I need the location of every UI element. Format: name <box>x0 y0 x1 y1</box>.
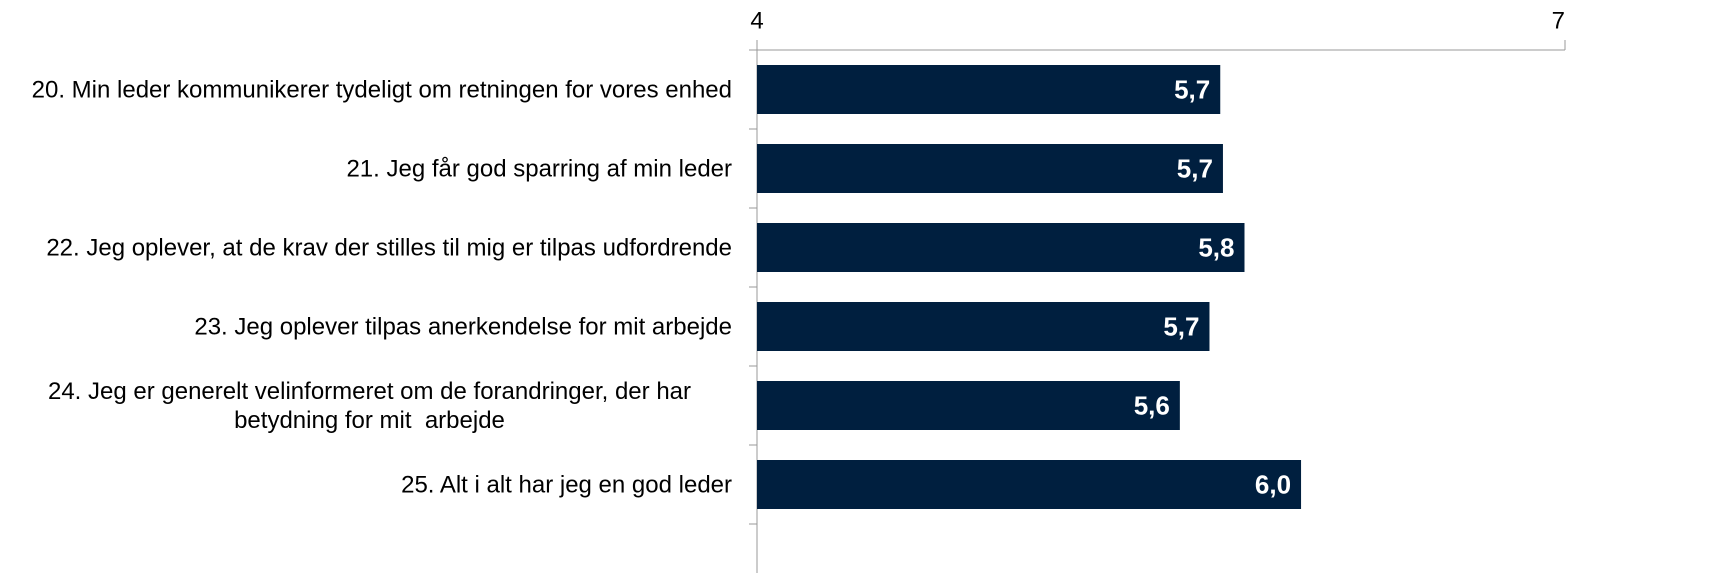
value-label: 5,7 <box>1163 311 1199 341</box>
category-label: 23. Jeg oplever tilpas anerkendelse for … <box>194 313 732 340</box>
x-tick-label: 4 <box>750 7 763 34</box>
bar <box>757 381 1180 430</box>
value-label: 6,0 <box>1255 469 1291 499</box>
category-label: 22. Jeg oplever, at de krav der stilles … <box>46 234 732 261</box>
value-label: 5,6 <box>1134 390 1170 420</box>
bar <box>757 65 1221 114</box>
value-label: 5,7 <box>1174 74 1210 104</box>
bar <box>757 302 1210 351</box>
category-label: 25. Alt i alt har jeg en god leder <box>401 471 732 498</box>
category-label: 21. Jeg får god sparring af min leder <box>346 155 732 182</box>
value-label: 5,7 <box>1177 153 1213 183</box>
bar <box>757 460 1302 509</box>
bar <box>757 144 1223 193</box>
category-label: 20. Min leder kommunikerer tydeligt om r… <box>31 76 732 103</box>
value-label: 5,8 <box>1198 232 1234 262</box>
x-tick-label: 7 <box>1552 7 1565 34</box>
bar <box>757 223 1245 272</box>
category-label: 24. Jeg er generelt velinformeret om de … <box>47 377 698 434</box>
